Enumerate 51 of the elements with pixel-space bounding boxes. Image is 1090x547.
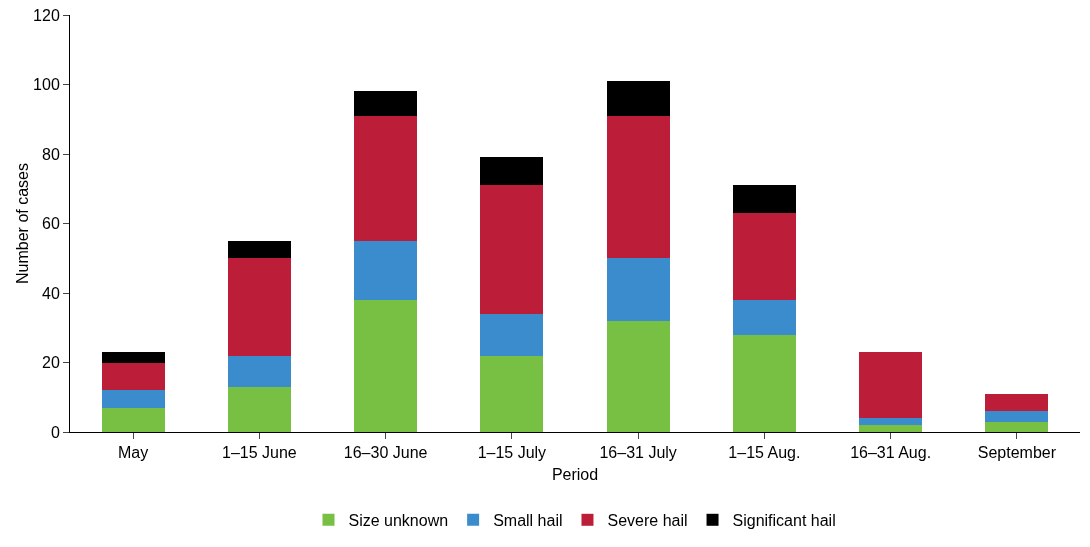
bar (227, 355, 291, 387)
y-tick-label: 20 (42, 354, 60, 372)
bar (480, 313, 544, 356)
x-tick-label: 16–31 July (599, 444, 677, 462)
bar (480, 185, 544, 314)
bar (859, 418, 923, 426)
legend-label: Severe hail (607, 512, 688, 530)
bar (732, 334, 796, 432)
legend-label: Significant hail (732, 512, 836, 530)
y-axis-title: Number of cases (14, 163, 31, 284)
bar (227, 240, 291, 259)
y-tick-label: 80 (42, 145, 60, 163)
legend-label: Size unknown (348, 512, 449, 530)
y-tick-label: 40 (42, 284, 60, 302)
x-tick-label: 16–31 Aug. (850, 444, 932, 462)
bar (227, 386, 291, 432)
bar (985, 411, 1049, 422)
y-tick-label: 60 (42, 215, 60, 233)
x-tick-label: May (118, 444, 149, 462)
x-tick-label: September (977, 444, 1057, 462)
bar (101, 352, 165, 363)
bar (354, 91, 418, 116)
x-axis-title: Period (551, 465, 599, 483)
bar (227, 258, 291, 356)
bar (732, 185, 796, 214)
bar (101, 390, 165, 408)
bar (606, 258, 670, 321)
bar (732, 299, 796, 335)
bar (985, 421, 1049, 432)
x-tick-label: 1–15 Aug. (728, 444, 801, 462)
bar (480, 355, 544, 432)
y-tick-label: 100 (33, 76, 60, 94)
bar (606, 81, 670, 116)
bar (354, 240, 418, 300)
bar (606, 115, 670, 259)
x-tick-label: 1–15 June (222, 444, 297, 462)
bar (606, 320, 670, 432)
legend-label: Small hail (493, 512, 563, 530)
bar (480, 157, 544, 186)
x-tick-label: 1–15 July (477, 444, 547, 462)
bar (354, 299, 418, 432)
bar (985, 393, 1049, 412)
bar (101, 362, 165, 391)
x-tick-label: 16–30 June (343, 444, 428, 462)
bar (859, 425, 923, 432)
bar (859, 352, 923, 419)
bar (354, 115, 418, 241)
y-tick-label: 120 (33, 6, 60, 24)
y-tick-label: 0 (50, 423, 60, 441)
bar (101, 407, 165, 432)
bar (732, 213, 796, 300)
